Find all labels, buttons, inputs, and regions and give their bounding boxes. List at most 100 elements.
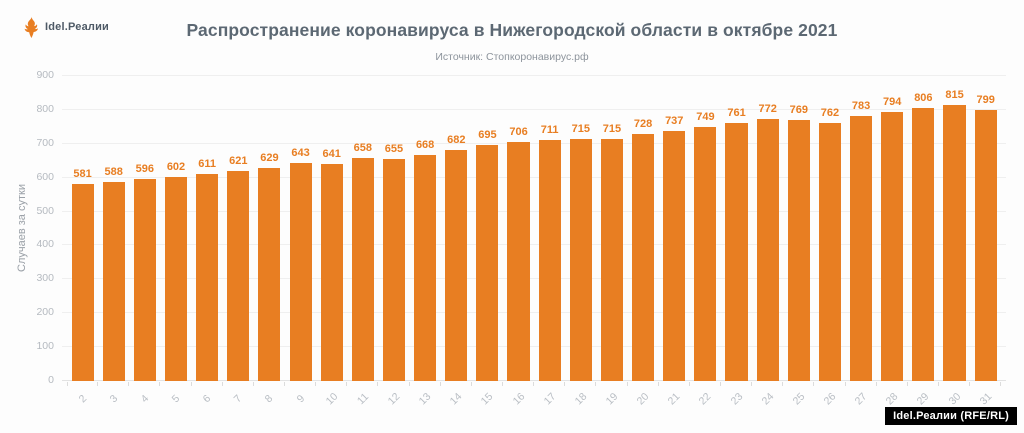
bar-slot: 749: [690, 76, 721, 381]
bar-value-label: 749: [696, 111, 715, 124]
bar-value-label: 596: [135, 163, 155, 176]
bar-value-label: 695: [478, 129, 497, 142]
bar-value-label: 715: [571, 122, 590, 135]
gridline: 300: [36, 272, 1006, 284]
chart-title: Распространение коронавируса в Нижегород…: [186, 20, 838, 40]
x-tick-label: 17: [541, 390, 559, 408]
bar-slot: 761: [721, 76, 752, 381]
x-axis-slot: 26: [814, 381, 846, 415]
x-tick: [439, 382, 441, 386]
x-axis-slot: 15: [472, 381, 503, 415]
bar-slot: 655: [378, 76, 409, 381]
bar-slot: 643: [285, 76, 316, 381]
bar-value-label: 602: [166, 161, 186, 173]
bar: [258, 167, 281, 381]
x-tick: [969, 382, 971, 386]
x-tick: [190, 382, 192, 386]
y-tick-label: 700: [36, 136, 54, 149]
x-tick-label: 7: [231, 392, 245, 406]
gridline: 900: [36, 69, 1006, 81]
bar: [787, 120, 810, 381]
x-tick-label: 4: [138, 392, 152, 406]
y-tick-label: 400: [36, 238, 54, 251]
x-axis: 2 3 4 5 6 7 8 9 10 11 12 13 14 15 16 17 18 19 20 21 22 23 24 25…: [62, 381, 1006, 415]
x-tick-label: 2: [76, 392, 89, 406]
x-axis-slot: 24: [752, 381, 784, 415]
x-axis-slot: 29: [908, 381, 939, 415]
gridline: 100: [36, 340, 1006, 352]
x-tick: [501, 382, 503, 386]
bar-chart-plot-area: 0 100 200 300 400 500 600 700 800 900 581 588 596 60…: [36, 69, 1006, 407]
x-tick: [875, 382, 877, 386]
bar-value-label: 737: [665, 115, 684, 128]
x-tick-label: 3: [107, 392, 121, 406]
bar-value-label: 769: [789, 104, 808, 117]
x-tick: [252, 382, 254, 386]
bar-slot: 799: [970, 76, 1001, 381]
y-tick-label: 200: [36, 306, 54, 319]
x-tick-label: 26: [821, 390, 839, 408]
bar-value-label: 794: [883, 95, 902, 108]
bar: [912, 107, 935, 381]
x-tick-label: 30: [946, 390, 963, 408]
bar: [71, 184, 94, 381]
bar-value-label: 629: [260, 151, 279, 164]
bar: [351, 158, 374, 381]
bar: [414, 154, 437, 381]
x-axis-slot: 8: [254, 381, 285, 415]
x-tick: [937, 382, 939, 386]
x-tick-label: 27: [852, 390, 870, 408]
x-tick-label: 20: [634, 390, 652, 408]
gridline: 0: [48, 374, 1006, 386]
x-tick-label: 13: [416, 390, 434, 408]
x-tick-label: 6: [200, 392, 214, 406]
x-axis-slot: 11: [347, 381, 379, 415]
x-axis-slot: 18: [565, 381, 597, 415]
bar-value-label: 728: [633, 118, 653, 131]
x-axis-slot: 19: [596, 381, 628, 415]
x-tick: [564, 382, 566, 386]
x-axis-slot: 5: [160, 381, 192, 415]
x-tick-label: 21: [665, 390, 683, 408]
x-tick: [906, 382, 908, 386]
bar: [382, 159, 406, 381]
x-tick-label: 28: [883, 390, 901, 408]
x-tick-label: 15: [479, 390, 496, 408]
x-tick-label: 18: [572, 390, 590, 408]
bar-slot: 706: [503, 76, 534, 381]
x-axis-slot: 30: [939, 381, 971, 415]
x-tick-label: 24: [759, 390, 777, 408]
bar-value-label: 715: [602, 122, 622, 135]
x-axis-slot: 17: [534, 381, 566, 415]
gridline: 400: [36, 238, 1006, 250]
x-tick: [657, 382, 659, 386]
bar-series: 581 588 596 602 611 621 629 643 641 658 655 668 682 6…: [62, 76, 1006, 381]
x-axis-slot: 22: [690, 381, 721, 415]
bar: [974, 110, 997, 381]
bar: [476, 145, 499, 381]
bar-slot: 762: [814, 76, 845, 381]
y-tick-label: 100: [36, 340, 54, 353]
chart-source: Источник: Стопкоронавирус.рф: [435, 51, 589, 63]
bar-value-label: 806: [914, 91, 933, 104]
bar-value-label: 581: [73, 168, 92, 181]
y-tick-label: 500: [36, 204, 54, 217]
bar-value-label: 641: [322, 147, 341, 160]
logo: Idel.Реалии: [24, 16, 109, 38]
x-axis-slot: 21: [659, 381, 690, 415]
bar: [881, 111, 904, 381]
x-tick: [159, 382, 161, 386]
bar-value-label: 658: [353, 142, 373, 155]
x-axis-slot: 25: [783, 381, 815, 415]
bar: [507, 141, 530, 381]
x-axis-slot: 9: [285, 381, 317, 415]
x-tick: [533, 382, 535, 386]
x-axis-slot: 13: [410, 381, 441, 415]
bar-slot: 641: [316, 76, 347, 381]
x-tick-label: 8: [263, 392, 276, 406]
x-tick-label: 25: [790, 390, 808, 408]
bar-slot: 711: [534, 76, 565, 381]
gridline: 800: [36, 103, 1006, 115]
bar-value-label: 611: [198, 157, 216, 170]
x-tick-label: 31: [977, 390, 995, 408]
